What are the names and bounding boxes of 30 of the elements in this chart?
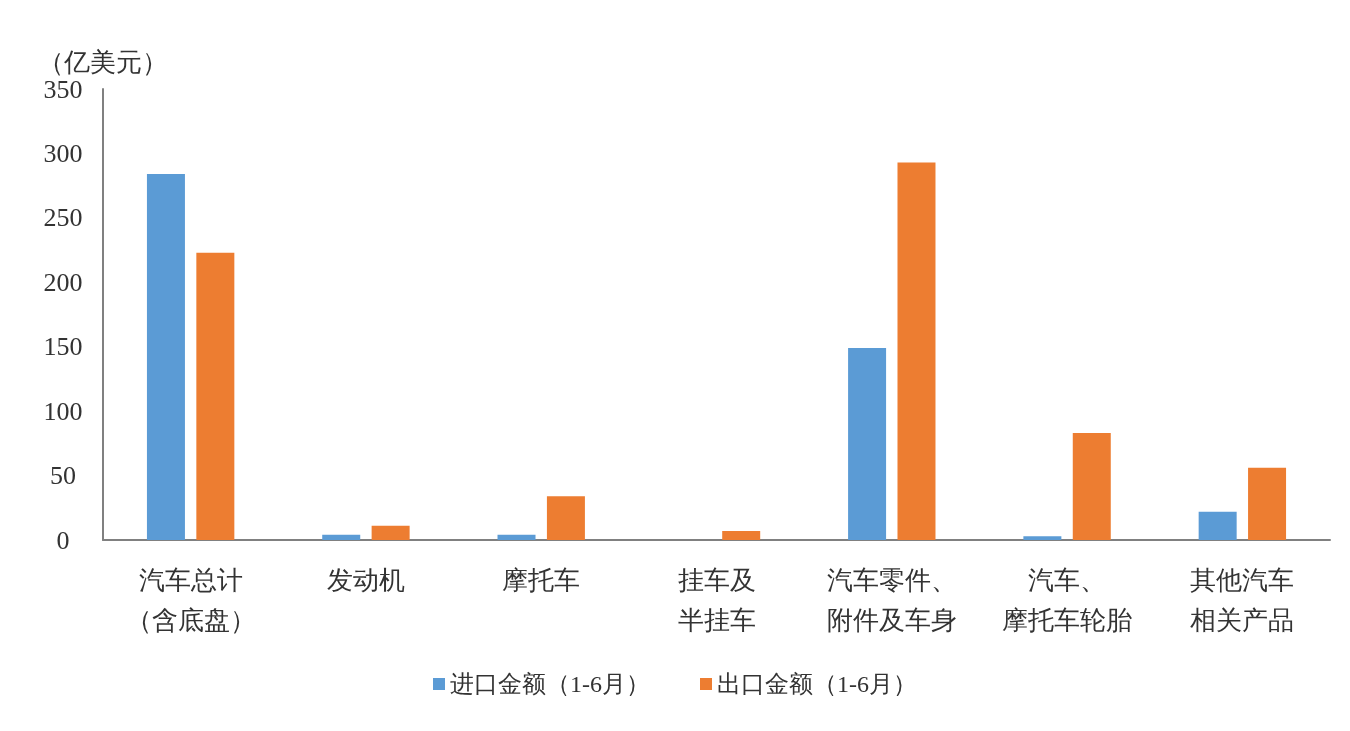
y-tick-label: 100 <box>43 396 83 426</box>
y-axis-title: （亿美元） <box>38 47 168 77</box>
bar <box>371 525 410 540</box>
y-tick-label: 200 <box>43 267 83 297</box>
y-tick-label: 250 <box>43 203 83 233</box>
legend-label: 出口金额（1-6月） <box>717 671 917 697</box>
bar <box>848 348 887 540</box>
x-tick-label: 挂车及半挂车 <box>677 565 756 635</box>
bar <box>497 534 536 540</box>
bar <box>1072 433 1111 540</box>
bar <box>897 162 936 540</box>
bar <box>322 534 361 540</box>
y-tick-label: 300 <box>43 138 83 168</box>
bar <box>1023 536 1062 540</box>
legend-label: 进口金额（1-6月） <box>450 671 651 697</box>
x-tick-label: 摩托车 <box>502 565 581 595</box>
bar <box>146 174 185 540</box>
bar <box>1198 511 1237 540</box>
y-tick-label: 50 <box>50 461 76 491</box>
y-tick-label: 0 <box>56 525 70 555</box>
bar <box>196 252 235 540</box>
x-tick-label: 其他汽车相关产品 <box>1190 565 1295 635</box>
x-tick-label: 发动机 <box>326 565 405 595</box>
bar <box>546 496 585 540</box>
x-tick-label: 汽车、摩托车轮胎 <box>1002 565 1133 635</box>
x-tick-label: 汽车零件、附件及车身 <box>826 565 957 635</box>
x-tick-label: 汽车总计（含底盘） <box>125 565 256 635</box>
bar <box>1248 467 1287 540</box>
y-tick-label: 150 <box>43 332 83 362</box>
bar <box>722 530 761 540</box>
